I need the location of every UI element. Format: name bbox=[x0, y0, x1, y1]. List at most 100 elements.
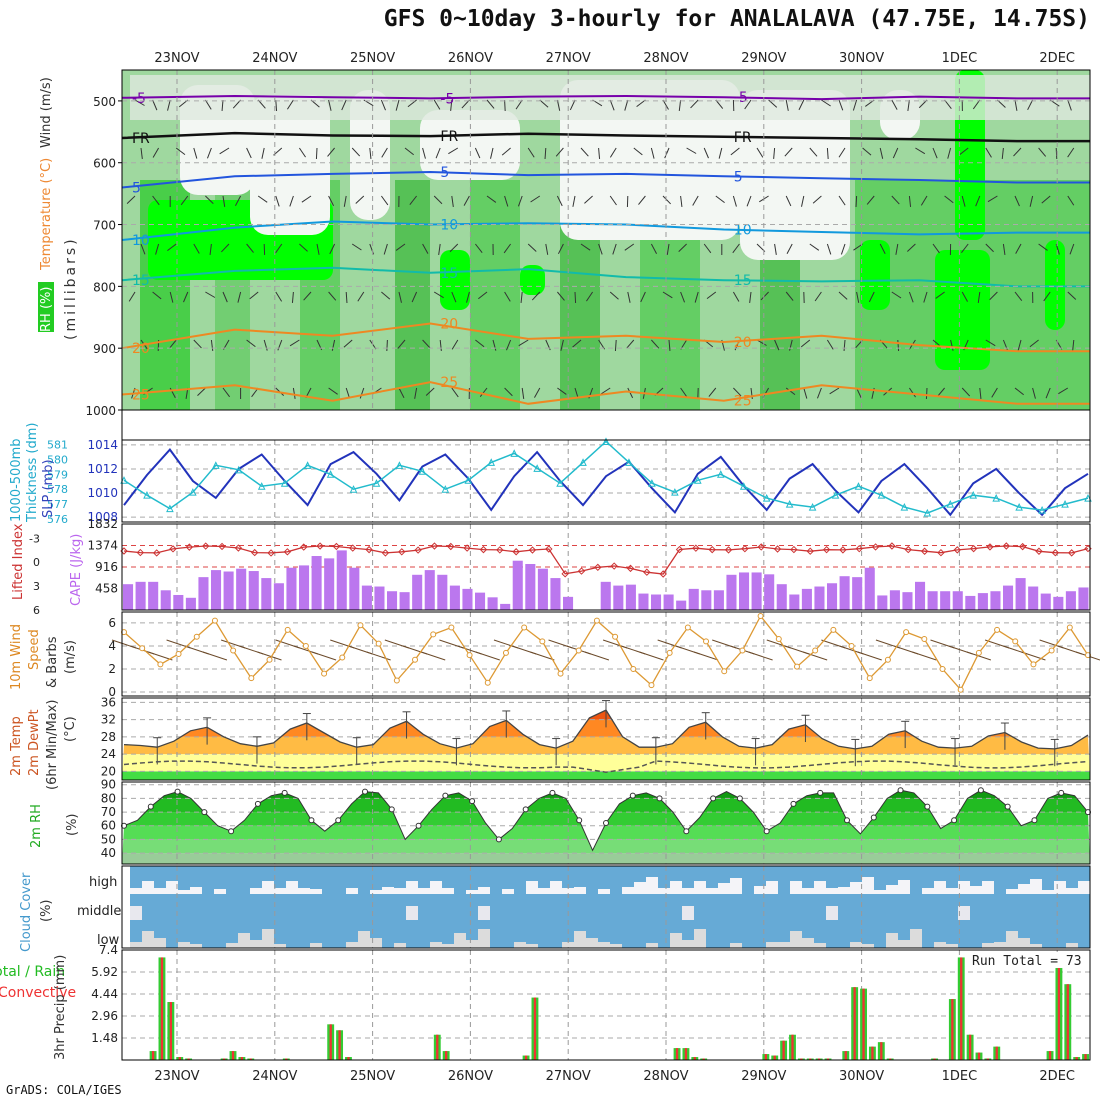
wind-barb bbox=[463, 195, 470, 206]
cloud-high-block bbox=[214, 889, 226, 894]
precip-frame bbox=[121, 949, 1091, 1061]
cape-bar bbox=[487, 597, 498, 610]
cloud-mid-block bbox=[130, 906, 142, 920]
wind-barb bbox=[678, 99, 682, 111]
wind-barb bbox=[486, 99, 495, 109]
bottom-date-label: 29NOV bbox=[741, 1069, 786, 1084]
top-date-label: 28NOV bbox=[643, 51, 688, 66]
lifted-index-point bbox=[218, 542, 226, 551]
wind-speed-point bbox=[193, 633, 200, 640]
cloud-low-block bbox=[478, 929, 490, 948]
cloud-high-block bbox=[382, 887, 394, 894]
bottom-date-label: 26NOV bbox=[448, 1069, 493, 1084]
wind-barb bbox=[785, 291, 794, 301]
cape-tick-label: 1832 bbox=[87, 517, 118, 531]
cape-bar bbox=[537, 568, 548, 610]
rh-dry-region bbox=[250, 95, 330, 235]
wind-tick-label: 6 bbox=[108, 616, 116, 630]
cape-bar bbox=[1053, 596, 1064, 610]
precip-convective-bar bbox=[222, 1058, 226, 1060]
li-tick-label: -3 bbox=[29, 532, 40, 545]
wind-speed-point bbox=[521, 624, 528, 631]
cloud-low-block bbox=[466, 940, 478, 948]
wind-barb bbox=[222, 291, 228, 303]
wind-barb bbox=[220, 243, 230, 253]
precip-convective-bar bbox=[1057, 958, 1061, 1060]
wind-barb bbox=[638, 195, 646, 205]
wind-barb bbox=[501, 147, 511, 156]
lifted-index-point bbox=[757, 543, 765, 551]
wind-barb bbox=[1032, 387, 1036, 399]
wind-barb bbox=[789, 339, 793, 351]
precip-convective-bar bbox=[862, 988, 865, 1060]
wind-barb bbox=[329, 243, 336, 255]
wind-barb bbox=[175, 147, 186, 156]
cloud-low-block bbox=[526, 944, 538, 948]
precip-convective-bar bbox=[889, 1058, 892, 1060]
wind-barb bbox=[664, 147, 670, 159]
wind-speed-point bbox=[939, 665, 946, 672]
wind-barb bbox=[210, 339, 214, 351]
wind-barb bbox=[180, 195, 189, 206]
surface-wind-barb bbox=[421, 651, 446, 661]
wind-barb bbox=[985, 243, 994, 253]
cape-bar bbox=[625, 584, 636, 610]
slp-axis-labels: 1000-500mb Thickness (dm) SLP (mb) bbox=[9, 423, 56, 523]
wind-speed-point bbox=[884, 656, 891, 663]
cape-bar bbox=[525, 563, 536, 610]
isotherm-2 bbox=[121, 170, 1090, 189]
thickness-point bbox=[1015, 502, 1023, 511]
isotherm-label: 20 bbox=[132, 341, 150, 357]
wind-barb bbox=[451, 387, 459, 398]
precip-convective-bar bbox=[231, 1051, 235, 1060]
rh-point bbox=[201, 809, 208, 816]
cloud-high-block bbox=[406, 881, 418, 894]
wind-speed-point bbox=[157, 661, 164, 668]
wind-barb bbox=[409, 195, 417, 205]
wind-speed-point bbox=[703, 638, 710, 645]
wind-barb bbox=[315, 147, 318, 160]
wind-barb bbox=[286, 99, 294, 110]
wind-barb bbox=[636, 99, 646, 108]
slp-line bbox=[123, 448, 1089, 517]
wind-barb bbox=[263, 339, 268, 351]
lifted-index-point bbox=[152, 549, 161, 557]
precip-convective-bar bbox=[800, 1058, 803, 1060]
cloud-low-block bbox=[514, 942, 526, 948]
top-date-label: 23NOV bbox=[154, 51, 199, 66]
rh-point bbox=[870, 814, 877, 821]
thickness-point bbox=[762, 494, 771, 502]
wind-barb bbox=[474, 147, 481, 159]
wind-barb bbox=[856, 291, 860, 303]
cloud-high-block bbox=[526, 881, 538, 894]
wind-barb bbox=[718, 147, 723, 159]
cloud-high-block bbox=[442, 888, 454, 894]
cloud-high-block bbox=[166, 881, 178, 894]
lifted-index-point bbox=[643, 568, 651, 576]
cape-bar bbox=[424, 570, 435, 610]
wind-speed-point bbox=[975, 649, 982, 656]
wind-speed-point bbox=[903, 629, 910, 636]
cape-bar bbox=[563, 596, 574, 610]
cape-bar bbox=[613, 585, 624, 610]
cloud-low-block bbox=[586, 938, 598, 948]
surface-wind-barb bbox=[857, 651, 882, 661]
lifted-index-point bbox=[920, 547, 929, 555]
wind-barb bbox=[624, 99, 629, 111]
precip-panel: 1.48 2.96 4.44 5.92 7.4 Run Total = 73 bbox=[91, 943, 1091, 1061]
cloud-low-block bbox=[730, 943, 742, 948]
wind-barb bbox=[1027, 99, 1034, 111]
cloud-high-block bbox=[1078, 881, 1090, 894]
wind-barb bbox=[1072, 339, 1075, 351]
top-date-label: 26NOV bbox=[448, 51, 493, 66]
wind-barb bbox=[624, 243, 635, 251]
bottom-date-label: 27NOV bbox=[546, 1069, 591, 1084]
isotherm-label: 25 bbox=[132, 388, 150, 404]
isotherm-6 bbox=[121, 381, 1090, 405]
cloud-high-block bbox=[886, 885, 898, 894]
wind-barb bbox=[692, 195, 699, 206]
cape-bar bbox=[286, 567, 297, 610]
wind-barb bbox=[584, 195, 593, 204]
thickness-point bbox=[1038, 505, 1046, 514]
wind-barb bbox=[650, 243, 658, 254]
